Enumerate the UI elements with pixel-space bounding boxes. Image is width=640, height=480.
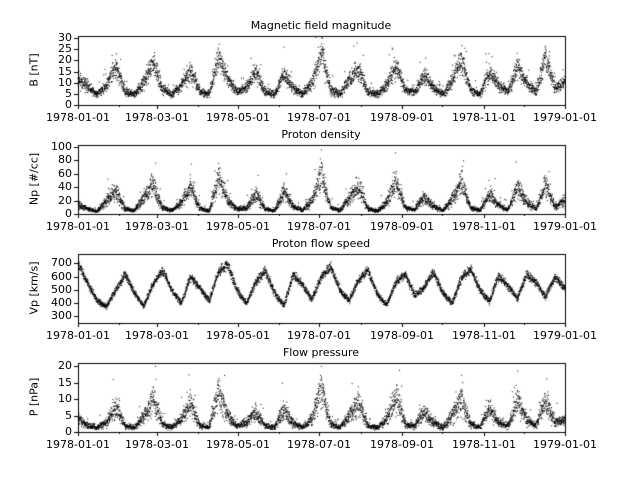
y-tick-label: 30 bbox=[58, 31, 72, 44]
y-tick-label: 0 bbox=[65, 425, 72, 438]
y-tick-label: 400 bbox=[51, 296, 72, 309]
panel1-title: Magnetic field magnitude bbox=[250, 19, 392, 32]
y-tick-label: 500 bbox=[51, 283, 72, 296]
x-tick-label: 1978-09-01 bbox=[370, 329, 434, 342]
y-tick-label: 40 bbox=[58, 180, 72, 193]
x-tick-label: 1978-03-01 bbox=[125, 438, 189, 451]
x-tick-label: 1978-07-01 bbox=[287, 220, 351, 233]
y-tick-label: 5 bbox=[65, 409, 72, 422]
y-tick-label: 10 bbox=[58, 76, 72, 89]
y-tick-label: 100 bbox=[51, 140, 72, 153]
panel4-title: Flow pressure bbox=[282, 346, 360, 359]
x-tick-label: 1978-03-01 bbox=[125, 111, 189, 124]
x-tick-label: 1978-05-01 bbox=[206, 220, 270, 233]
y-tick-label: 0 bbox=[65, 98, 72, 111]
x-tick-label: 1978-05-01 bbox=[206, 329, 270, 342]
y-tick-label: 15 bbox=[58, 376, 72, 389]
x-tick-label: 1978-11-01 bbox=[452, 220, 516, 233]
y-tick-label: 20 bbox=[58, 53, 72, 66]
y-tick-label: 300 bbox=[51, 309, 72, 322]
y-tick-label: 60 bbox=[58, 167, 72, 180]
y-tick-label: 600 bbox=[51, 270, 72, 283]
x-tick-label: 1978-01-01 bbox=[46, 111, 110, 124]
y-tick-label: 10 bbox=[58, 392, 72, 405]
x-tick-label: 1978-01-01 bbox=[46, 329, 110, 342]
x-tick-label: 1978-07-01 bbox=[287, 438, 351, 451]
x-tick-label: 1978-11-01 bbox=[452, 111, 516, 124]
x-tick-label: 1978-01-01 bbox=[46, 220, 110, 233]
x-tick-label: 1978-01-01 bbox=[46, 438, 110, 451]
x-tick-label: 1978-09-01 bbox=[370, 438, 434, 451]
y-tick-label: 0 bbox=[65, 207, 72, 220]
x-tick-label: 1978-11-01 bbox=[452, 438, 516, 451]
x-tick-label: 1978-05-01 bbox=[206, 438, 270, 451]
x-tick-label: 1979-01-01 bbox=[533, 220, 597, 233]
panel3-title: Proton flow speed bbox=[271, 237, 371, 250]
y-tick-label: 15 bbox=[58, 65, 72, 78]
y-tick-label: 20 bbox=[58, 359, 72, 372]
y-tick-label: 5 bbox=[65, 87, 72, 100]
x-tick-label: 1978-03-01 bbox=[125, 329, 189, 342]
x-tick-label: 1978-07-01 bbox=[287, 329, 351, 342]
y-tick-label: 20 bbox=[58, 194, 72, 207]
x-tick-label: 1979-01-01 bbox=[533, 111, 597, 124]
x-tick-label: 1978-03-01 bbox=[125, 220, 189, 233]
x-tick-label: 1978-07-01 bbox=[287, 111, 351, 124]
x-tick-label: 1979-01-01 bbox=[533, 329, 597, 342]
x-tick-label: 1979-01-01 bbox=[533, 438, 597, 451]
x-tick-label: 1978-09-01 bbox=[370, 220, 434, 233]
x-tick-label: 1978-05-01 bbox=[206, 111, 270, 124]
x-tick-label: 1978-11-01 bbox=[452, 329, 516, 342]
panel2-title: Proton density bbox=[281, 128, 361, 141]
y-tick-label: 25 bbox=[58, 42, 72, 55]
y-tick-label: 80 bbox=[58, 153, 72, 166]
y-tick-label: 700 bbox=[51, 256, 72, 269]
x-tick-label: 1978-09-01 bbox=[370, 111, 434, 124]
